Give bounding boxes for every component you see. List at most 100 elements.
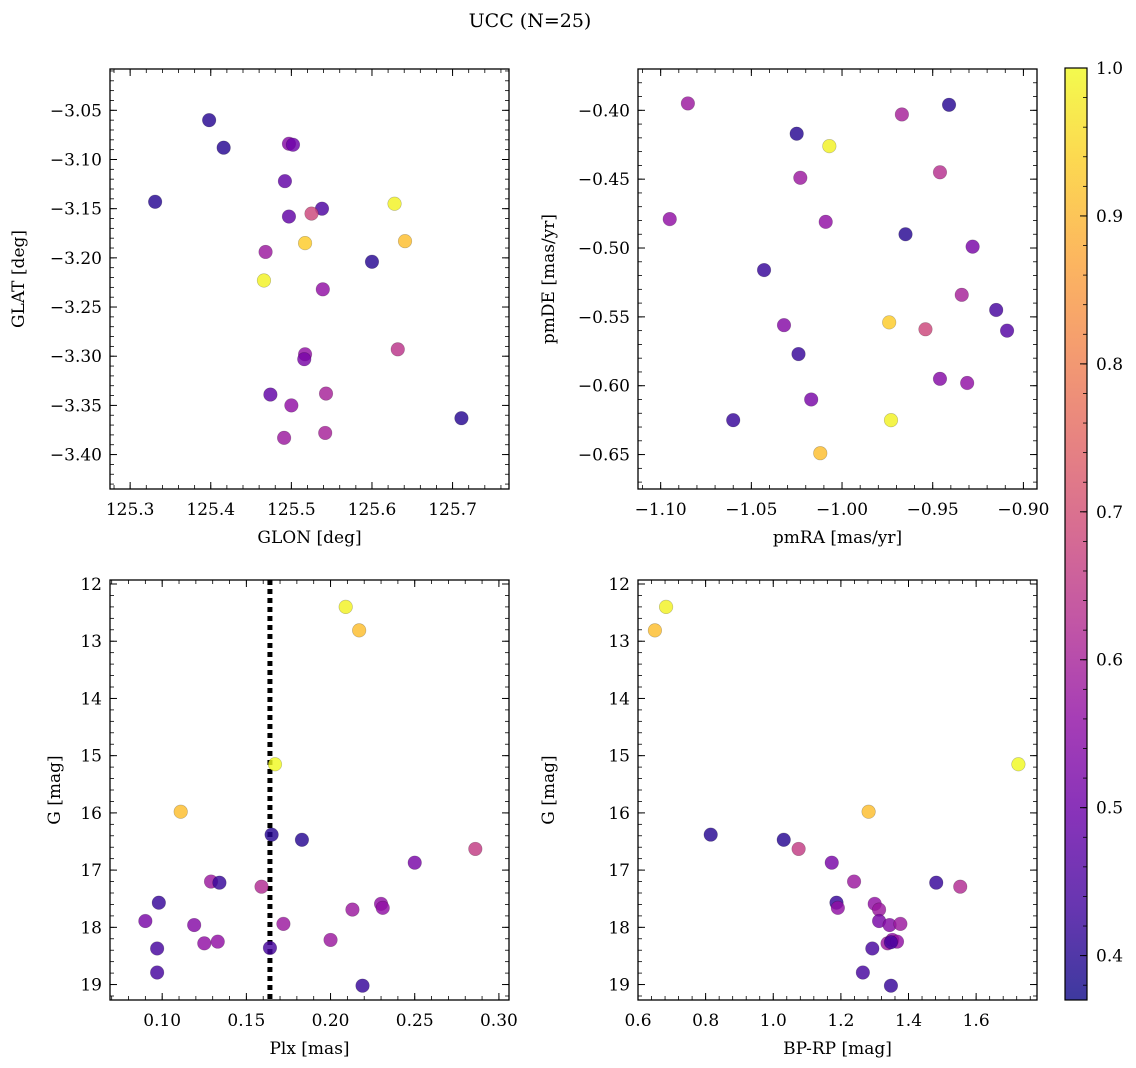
x-axis-label: pmRA [mas/yr] (773, 528, 902, 548)
colorbar-tick-label: 0.7 (1096, 503, 1123, 523)
y-tick-label: −0.50 (578, 239, 630, 259)
data-point (894, 107, 909, 122)
data-point (345, 902, 360, 917)
y-tick-label: −3.25 (50, 298, 102, 318)
data-point (150, 965, 165, 980)
data-point (468, 841, 483, 857)
data-point (151, 895, 166, 910)
x-tick-label: 0.10 (143, 1011, 181, 1031)
data-point (793, 170, 808, 185)
x-axis-ticks: 0.6 0.8 1.0 1.2 1.4 1.6 (624, 580, 1031, 1031)
data-point (941, 97, 957, 112)
x-tick-label: 125.5 (267, 500, 316, 520)
data-point (355, 978, 370, 993)
data-point (965, 239, 980, 254)
data-point (397, 234, 413, 249)
y-axis-ticks: −0.40 −0.45 −0.50 −0.55 −0.60 −0.65 (578, 82, 1037, 483)
y-tick-label: −3.10 (50, 150, 102, 170)
data-point (662, 211, 677, 227)
data-point (703, 827, 718, 842)
colorbar-tick-label: 1.0 (1096, 59, 1123, 79)
data-point (776, 832, 791, 847)
data-point (318, 425, 333, 441)
x-tick-label: 125.3 (106, 500, 155, 520)
y-tick-label: 17 (608, 861, 630, 881)
x-tick-label: 0.30 (480, 1011, 518, 1031)
x-axis-ticks: −1.10 −1.05 −1.00 −0.95 −0.90 (635, 69, 1049, 520)
y-tick-label: −0.55 (578, 308, 630, 328)
panel-3: 0.10 0.15 0.20 0.25 0.30 12 13 14 15 16 17 18 19 Plx … (45, 575, 518, 1059)
data-point (999, 323, 1015, 338)
y-tick-label: −0.45 (578, 170, 630, 190)
data-point (285, 137, 301, 152)
panels: 125.3 125.4 125.5 125.6 125.7 −3.05 −3.10 −3.15… (9, 68, 1049, 1059)
y-axis-ticks: 12 13 14 15 16 17 18 19 (608, 575, 1037, 997)
data-point (883, 978, 899, 993)
y-tick-label: 18 (80, 918, 102, 938)
panel-1: 125.3 125.4 125.5 125.6 125.7 −3.05 −3.10 −3.15… (9, 68, 510, 548)
plot-frame (637, 68, 1038, 490)
y-tick-label: 15 (608, 747, 630, 767)
data-point (726, 413, 741, 428)
figure-title: UCC (N=25) (469, 10, 592, 32)
data-point (318, 386, 334, 401)
colorbar-tick-label: 0.5 (1096, 799, 1123, 819)
data-point (680, 96, 695, 111)
data-point (929, 875, 944, 890)
x-tick-label: 1.6 (963, 1011, 990, 1031)
data-point (276, 916, 291, 931)
y-tick-label: 16 (80, 804, 102, 824)
y-axis-ticks: −3.05 −3.10 −3.15 −3.20 −3.25 −3.30 −3.35 −3.40 (50, 70, 509, 485)
x-tick-label: −1.00 (816, 500, 868, 520)
y-axis-label: GLAT [deg] (9, 230, 29, 328)
data-point (776, 318, 792, 333)
y-tick-label: −3.05 (50, 101, 102, 121)
data-point (789, 126, 804, 141)
plot-frame (109, 579, 510, 1001)
data-point (375, 900, 390, 915)
colorbar: 0.4 0.5 0.6 0.7 0.8 0.9 1.0 (1064, 59, 1123, 1001)
y-tick-label: −3.20 (50, 249, 102, 269)
x-axis-ticks: 125.3 125.4 125.5 125.6 125.7 (106, 69, 502, 520)
data-point (898, 227, 913, 242)
plot-frame (109, 68, 510, 490)
data-point (407, 855, 422, 870)
data-point (173, 804, 188, 819)
x-tick-label: −0.95 (907, 500, 959, 520)
y-tick-label: 13 (608, 632, 630, 652)
data-point (202, 113, 217, 128)
data-point (297, 235, 313, 251)
data-point (756, 262, 772, 278)
y-axis-label: G [mag] (45, 755, 65, 824)
data-point (893, 916, 908, 931)
colorbar-frame (1064, 67, 1088, 1001)
data-point (323, 932, 338, 948)
x-tick-label: 1.0 (760, 1011, 787, 1031)
y-tick-label: 15 (80, 747, 102, 767)
data-point (262, 940, 278, 956)
data-point (281, 209, 297, 224)
data-point (960, 375, 975, 391)
data-point (989, 302, 1004, 318)
data-point (364, 254, 380, 269)
y-tick-label: −3.15 (50, 200, 102, 220)
data-point (277, 174, 293, 189)
data-point (254, 879, 269, 894)
y-axis-ticks: 12 13 14 15 16 17 18 19 (80, 575, 509, 997)
data-point (883, 935, 899, 950)
data-point (267, 757, 283, 772)
colorbar-gradient (1065, 68, 1087, 1000)
x-axis-ticks: 0.10 0.15 0.20 0.25 0.30 (111, 580, 518, 1031)
scatter-points (148, 113, 469, 445)
data-point (883, 413, 899, 428)
y-tick-label: −0.60 (578, 377, 630, 397)
x-tick-label: 0.15 (227, 1011, 265, 1031)
colorbar-tick-label: 0.8 (1096, 355, 1123, 375)
data-point (297, 352, 312, 367)
data-point (277, 430, 292, 445)
x-tick-label: 125.6 (348, 500, 397, 520)
data-point (216, 140, 231, 155)
colorbar-ticks: 0.4 0.5 0.6 0.7 0.8 0.9 1.0 (1080, 59, 1123, 986)
data-point (1011, 757, 1026, 772)
panel-4: 0.6 0.8 1.0 1.2 1.4 1.6 12 13 14 15 16 17 18 19 BP-RP … (539, 575, 1038, 1059)
